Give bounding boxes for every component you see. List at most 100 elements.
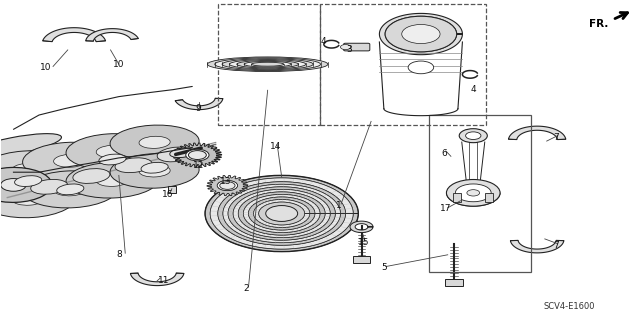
Bar xyxy=(429,115,531,272)
Polygon shape xyxy=(511,241,564,253)
Text: 1: 1 xyxy=(336,201,342,210)
Ellipse shape xyxy=(222,59,313,70)
Ellipse shape xyxy=(22,142,118,179)
Ellipse shape xyxy=(54,154,87,167)
Ellipse shape xyxy=(66,134,159,169)
Ellipse shape xyxy=(115,158,152,173)
Polygon shape xyxy=(131,273,184,286)
Polygon shape xyxy=(248,197,315,230)
Text: 7: 7 xyxy=(554,241,559,250)
Circle shape xyxy=(259,202,305,225)
Circle shape xyxy=(466,132,481,139)
Text: 6: 6 xyxy=(442,149,447,158)
Text: 9: 9 xyxy=(196,104,202,113)
Text: 3: 3 xyxy=(346,45,351,55)
Ellipse shape xyxy=(12,163,45,177)
Ellipse shape xyxy=(73,169,110,183)
Ellipse shape xyxy=(66,162,159,198)
Ellipse shape xyxy=(244,61,291,67)
Circle shape xyxy=(460,129,487,143)
Circle shape xyxy=(186,149,209,161)
Bar xyxy=(320,4,486,124)
Ellipse shape xyxy=(0,179,76,218)
Ellipse shape xyxy=(207,57,328,71)
Polygon shape xyxy=(238,192,325,235)
FancyBboxPatch shape xyxy=(168,186,175,193)
Ellipse shape xyxy=(215,58,321,70)
Text: 13: 13 xyxy=(220,177,231,186)
FancyBboxPatch shape xyxy=(445,279,463,286)
Ellipse shape xyxy=(96,174,129,186)
Ellipse shape xyxy=(230,60,306,69)
Polygon shape xyxy=(207,175,248,196)
Ellipse shape xyxy=(110,154,199,188)
Ellipse shape xyxy=(54,183,87,196)
Polygon shape xyxy=(509,126,566,139)
Polygon shape xyxy=(205,175,358,252)
Ellipse shape xyxy=(157,147,194,162)
Circle shape xyxy=(218,181,237,190)
Text: 17: 17 xyxy=(440,204,452,213)
Polygon shape xyxy=(233,189,330,238)
FancyBboxPatch shape xyxy=(485,193,493,202)
Circle shape xyxy=(188,151,206,160)
Text: 15: 15 xyxy=(358,238,369,247)
Text: 10: 10 xyxy=(40,63,51,72)
Ellipse shape xyxy=(96,145,129,158)
Text: 4: 4 xyxy=(470,85,476,94)
Circle shape xyxy=(456,184,491,202)
Polygon shape xyxy=(380,13,463,55)
FancyBboxPatch shape xyxy=(344,43,370,51)
Ellipse shape xyxy=(141,162,168,173)
Circle shape xyxy=(408,61,434,74)
Ellipse shape xyxy=(99,154,126,165)
Circle shape xyxy=(220,182,235,189)
Polygon shape xyxy=(223,184,340,243)
Polygon shape xyxy=(447,193,500,206)
Ellipse shape xyxy=(57,184,84,195)
Ellipse shape xyxy=(0,151,76,189)
Text: 4: 4 xyxy=(321,38,326,47)
Ellipse shape xyxy=(170,148,195,158)
Ellipse shape xyxy=(252,62,284,66)
Text: 10: 10 xyxy=(113,60,125,69)
Circle shape xyxy=(266,205,298,221)
Text: 5: 5 xyxy=(381,263,387,272)
Polygon shape xyxy=(175,98,223,110)
Polygon shape xyxy=(43,28,106,42)
Ellipse shape xyxy=(0,167,52,202)
Ellipse shape xyxy=(12,192,45,205)
Polygon shape xyxy=(173,143,221,167)
Text: 8: 8 xyxy=(116,250,122,259)
Polygon shape xyxy=(228,187,335,240)
Polygon shape xyxy=(218,182,346,245)
Ellipse shape xyxy=(139,136,170,148)
Text: SCV4-E1600: SCV4-E1600 xyxy=(543,302,595,311)
Text: 14: 14 xyxy=(269,142,281,151)
Circle shape xyxy=(1,179,26,191)
Circle shape xyxy=(447,180,500,206)
Ellipse shape xyxy=(0,134,61,157)
Text: 2: 2 xyxy=(244,284,250,293)
Ellipse shape xyxy=(110,125,199,160)
Text: 12: 12 xyxy=(193,161,204,170)
FancyBboxPatch shape xyxy=(353,256,371,263)
Ellipse shape xyxy=(22,171,118,208)
Text: 16: 16 xyxy=(163,190,174,199)
Circle shape xyxy=(217,181,237,191)
Polygon shape xyxy=(243,195,320,233)
Ellipse shape xyxy=(237,61,298,68)
Text: 11: 11 xyxy=(158,276,170,285)
Bar xyxy=(218,4,320,124)
Ellipse shape xyxy=(31,179,68,194)
Polygon shape xyxy=(86,29,138,41)
Polygon shape xyxy=(210,178,353,249)
Ellipse shape xyxy=(139,165,170,177)
Text: FR.: FR. xyxy=(589,19,609,29)
Text: 7: 7 xyxy=(554,133,559,142)
Polygon shape xyxy=(253,199,310,227)
Polygon shape xyxy=(350,221,373,233)
Circle shape xyxy=(340,45,351,50)
Ellipse shape xyxy=(15,176,42,187)
FancyBboxPatch shape xyxy=(454,193,461,202)
